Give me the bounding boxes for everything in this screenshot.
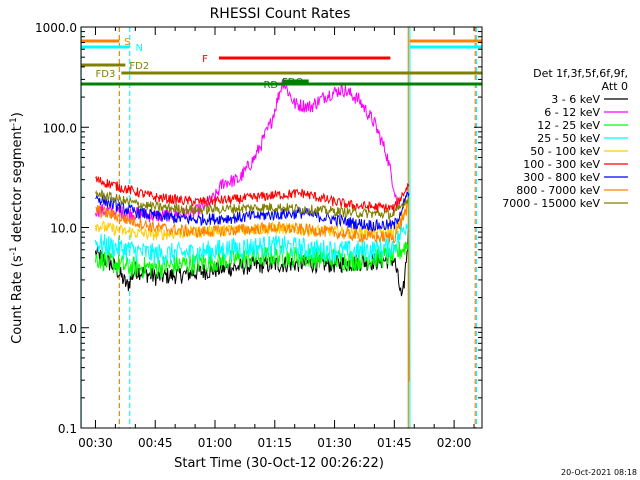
legend-label: 50 - 100 keV (530, 145, 600, 158)
footer-timestamp: 20-Oct-2021 08:18 (561, 468, 637, 477)
y-tick-label: 0.1 (58, 422, 77, 436)
legend-label: 7000 - 15000 keV (502, 197, 600, 210)
series-line (95, 175, 410, 213)
x-tick-label: 00:45 (138, 436, 173, 450)
y-tick-label: 10.0 (50, 222, 77, 236)
legend-label: 3 - 6 keV (551, 93, 600, 106)
y-tick-label: 100.0 (43, 121, 77, 135)
x-axis: 00:30 00:45 01:00 01:15 01:30 01:45 02:00 (78, 27, 475, 450)
series-line (95, 191, 410, 233)
flag-label: RD (263, 80, 278, 91)
legend-label: 100 - 300 keV (523, 158, 600, 171)
flag-label: F (202, 54, 208, 65)
flag-label: S (124, 37, 130, 48)
x-tick-label: 01:00 (198, 436, 233, 450)
flag-label: N (136, 43, 143, 54)
x-tick-label: 01:15 (257, 436, 292, 450)
legend-label: 300 - 800 keV (523, 171, 600, 184)
flag-label: FD3 (96, 69, 116, 80)
x-tick-label: 02:00 (437, 436, 472, 450)
y-axis-label-main: Count Rate (s (10, 255, 25, 344)
y-axis-label-sup2: -1 (9, 117, 19, 126)
x-tick-label: 01:30 (317, 436, 352, 450)
legend-label: 800 - 7000 keV (516, 184, 600, 197)
series-line (95, 188, 410, 221)
legend-header-line1: Det 1f,3f,5f,6f,9f, (533, 67, 628, 80)
series-line (95, 241, 410, 280)
x-tick-label: 01:45 (377, 436, 412, 450)
y-axis-label-mid: detector segment (10, 126, 25, 246)
legend-header-line2: Att 0 (602, 80, 628, 93)
x-axis-label: Start Time (30-Oct-12 00:26:22) (174, 456, 384, 471)
plot-area: SNFFD2FD3FDORD (80, 27, 482, 428)
y-axis: 0.1 1.0 10.0 100.0 1000.0 (35, 21, 482, 436)
x-tick-label: 00:30 (78, 436, 113, 450)
y-axis-label: Count Rate (s-1 detector segment-1) (9, 112, 25, 344)
y-tick-label: 1000.0 (35, 21, 77, 35)
y-tick-label: 1.0 (58, 322, 77, 336)
series-line (95, 199, 410, 382)
legend-label: 6 - 12 keV (544, 106, 600, 119)
chart-title: RHESSI Count Rates (210, 6, 351, 22)
series-line (95, 219, 410, 265)
legend-label: 25 - 50 keV (537, 132, 600, 145)
legend-label: 12 - 25 keV (537, 119, 600, 132)
y-axis-label-sup1: -1 (9, 246, 19, 255)
y-axis-label-end: ) (10, 112, 25, 117)
flag-label: FD2 (129, 61, 149, 72)
